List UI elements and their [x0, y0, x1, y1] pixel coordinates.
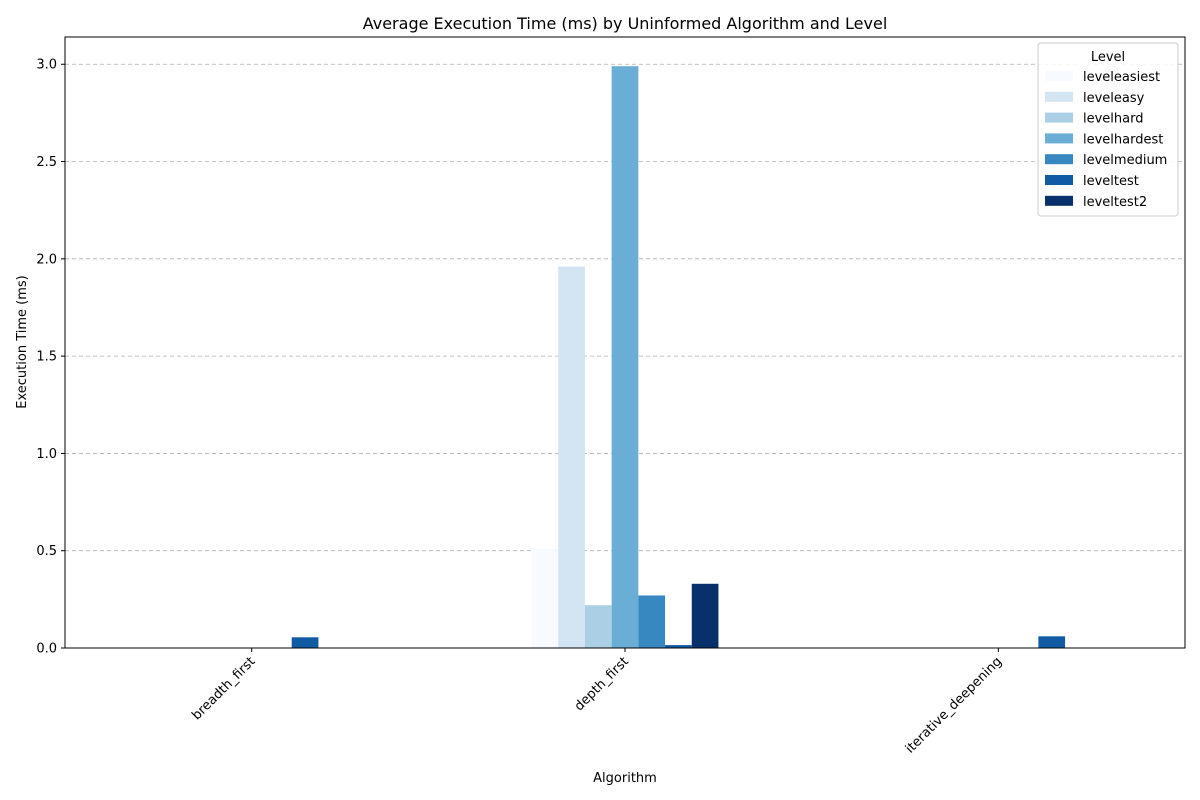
legend-swatch-levelmedium [1045, 154, 1073, 165]
y-tick-label: 1.0 [36, 447, 57, 462]
legend-label-leveleasiest: leveleasiest [1083, 70, 1160, 85]
legend: Level leveleasiest leveleasy levelhard level… [1037, 42, 1179, 217]
x-tick-label: depth_first [572, 654, 632, 714]
bar-leveltest-depth_first [665, 645, 692, 648]
y-tick-label: 1.5 [36, 350, 57, 365]
bar-leveleasiest-depth_first [531, 548, 559, 648]
y-tick-label: 2.0 [36, 252, 57, 267]
y-tick-label: 3.0 [36, 58, 57, 73]
legend-swatch-leveltest2 [1045, 195, 1073, 206]
bar-leveleasy-depth_first [558, 266, 585, 648]
bars [291, 66, 1066, 649]
legend-label-leveleasy: leveleasy [1083, 91, 1145, 106]
x-axis-title: Algorithm [593, 771, 657, 786]
y-axis: 0.0 0.5 1.0 1.5 2.0 2.5 3.0 [36, 58, 65, 657]
legend-label-leveltest2: leveltest2 [1083, 195, 1147, 210]
legend-label-leveltest: leveltest [1083, 174, 1139, 189]
legend-swatch-levelhard [1045, 112, 1073, 123]
chart-title: Average Execution Time (ms) by Uninforme… [363, 14, 888, 33]
legend-swatch-leveltest [1045, 175, 1073, 185]
legend-swatch-leveleasy [1045, 91, 1073, 102]
bar-leveltest-breadth_first [291, 637, 319, 648]
legend-title: Level [1091, 50, 1125, 65]
legend-swatch-leveleasiest [1045, 71, 1073, 81]
bar-levelmedium-depth_first [638, 595, 666, 648]
y-tick-label: 0.0 [36, 642, 57, 657]
legend-box [1037, 42, 1179, 217]
legend-label-levelmedium: levelmedium [1083, 153, 1167, 168]
y-tick-label: 2.5 [36, 155, 57, 170]
legend-swatch-levelhardest [1045, 133, 1073, 144]
x-axis: breadth_first depth_first iterative_deepen… [189, 648, 1005, 757]
x-tick-label: breadth_first [189, 654, 258, 723]
bar-levelhard-depth_first [584, 605, 612, 648]
y-axis-title: Execution Time (ms) [15, 275, 30, 408]
bar-levelhardest-depth_first [611, 66, 639, 649]
bar-leveltest2-depth_first [691, 583, 719, 648]
y-tick-label: 0.5 [36, 544, 57, 559]
bar-leveltest-iterative_deepening [1038, 636, 1066, 648]
legend-label-levelhard: levelhard [1083, 112, 1144, 127]
legend-label-levelhardest: levelhardest [1083, 132, 1163, 147]
x-tick-label: iterative_deepening [903, 654, 1005, 756]
